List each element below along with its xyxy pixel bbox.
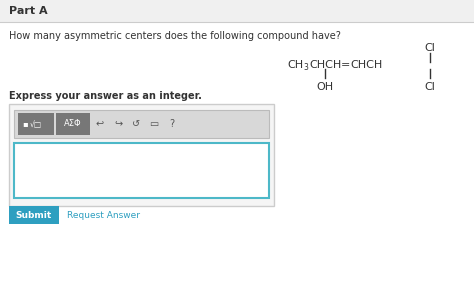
Bar [0, 0, 474, 22]
Text: ▪: ▪ [22, 120, 28, 128]
Bar [56, 113, 90, 135]
Text: ?: ? [169, 119, 174, 129]
Text: OH: OH [317, 82, 334, 92]
Text: Part A: Part A [9, 6, 47, 16]
Text: ▭: ▭ [149, 119, 159, 129]
Text: Express your answer as an integer.: Express your answer as an integer. [9, 91, 202, 101]
Text: Cl: Cl [425, 43, 436, 53]
Bar [9, 104, 274, 206]
Text: ↪: ↪ [114, 119, 122, 129]
Bar [14, 110, 269, 138]
Text: 3: 3 [303, 63, 308, 72]
Text: √□: √□ [30, 120, 42, 128]
Bar [14, 143, 269, 198]
Bar [18, 113, 54, 135]
Text: ΑΣΦ: ΑΣΦ [64, 120, 82, 128]
Bar [9, 206, 59, 224]
Text: Cl: Cl [425, 82, 436, 92]
Text: =: = [341, 60, 350, 70]
Text: How many asymmetric centers does the following compound have?: How many asymmetric centers does the fol… [9, 31, 341, 41]
Text: ↺: ↺ [132, 119, 140, 129]
Text: Submit: Submit [16, 210, 52, 219]
Text: ↩: ↩ [96, 119, 104, 129]
Text: Request Answer: Request Answer [67, 210, 140, 219]
Text: CHCH: CHCH [350, 60, 382, 70]
Text: CH: CH [287, 60, 303, 70]
Text: CHCH: CHCH [309, 60, 341, 70]
